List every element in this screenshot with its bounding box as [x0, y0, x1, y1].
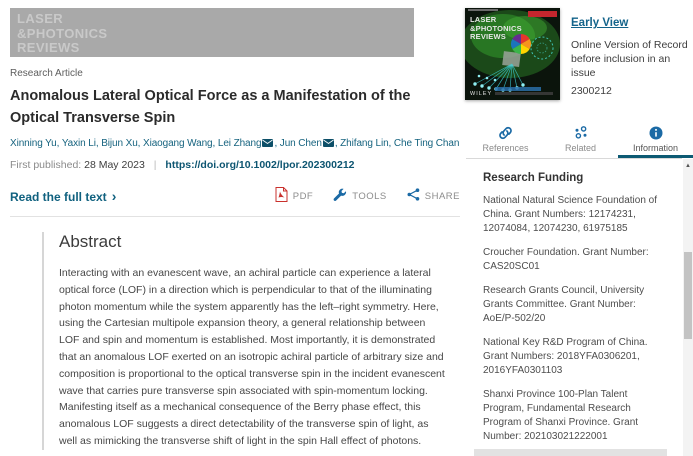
next-section-edge [474, 449, 667, 456]
share-button[interactable]: SHARE [407, 188, 460, 204]
journal-logo-line: &PHOTONICS [17, 25, 108, 41]
cover-journal-title: LASER &PHOTONICS REVIEWS [470, 15, 522, 41]
tools-label: TOOLS [352, 190, 387, 202]
abstract-heading: Abstract [59, 232, 122, 251]
article-sidebar: LASER &PHOTONICS REVIEWS WILEY Early Vie… [465, 0, 693, 456]
link-icon [468, 126, 543, 141]
author-names[interactable]: , Zhifang Lin, Che Ting Chan [334, 138, 460, 149]
first-published-label: First published: [10, 159, 82, 171]
article-number: 2300212 [571, 85, 612, 97]
read-full-text-label: Read the full text [10, 190, 107, 204]
pdf-button[interactable]: PDF [275, 187, 314, 205]
publication-date: 28 May 2023 [84, 159, 145, 171]
scrollbar-thumb[interactable] [684, 252, 692, 339]
publication-line: First published: 28 May 2023 | https://d… [10, 159, 462, 171]
early-view-block: Early View Online Version of Record befo… [571, 13, 693, 97]
scroll-up-icon[interactable]: ▲ [685, 163, 691, 169]
doi-link[interactable]: https://doi.org/10.1002/lpor.202300212 [165, 159, 355, 171]
share-icon [407, 188, 420, 204]
funding-item: Croucher Foundation. Grant Number: CAS20… [483, 247, 649, 272]
article-type-label: Research Article [10, 68, 83, 79]
email-icon[interactable] [262, 139, 274, 150]
related-icon [543, 126, 618, 141]
early-view-description: Online Version of Record before inclusio… [571, 39, 688, 79]
cover-color-wheel [511, 34, 531, 54]
separator: | [153, 159, 157, 171]
journal-cover-thumbnail[interactable]: LASER &PHOTONICS REVIEWS WILEY [465, 8, 560, 100]
info-icon [618, 126, 693, 141]
abstract-section: Abstract Interacting with an evanescent … [42, 232, 445, 450]
author-names[interactable]: , Jun Chen [274, 138, 322, 149]
funding-item: National Natural Science Foundation of C… [483, 195, 657, 234]
early-view-link[interactable]: Early View [571, 17, 629, 29]
panel-scrollbar[interactable]: ▲ [683, 159, 693, 456]
tab-related[interactable]: Related [543, 125, 618, 158]
research-funding-heading: Research Funding [483, 172, 584, 184]
journal-logo-line: LASER [17, 11, 64, 26]
author-names[interactable]: Xinning Yu, Yaxin Li, Bijun Xu, Xiaogang… [10, 138, 262, 149]
tab-references[interactable]: References [468, 125, 543, 158]
author-list: Xinning Yu, Yaxin Li, Bijun Xu, Xiaogang… [10, 138, 462, 150]
email-icon[interactable] [322, 139, 334, 150]
tab-information[interactable]: Information [618, 125, 693, 158]
funding-item: Research Grants Council, University Gran… [483, 285, 645, 324]
tab-label: Information [632, 143, 679, 153]
read-full-text-link[interactable]: Read the full text › [10, 188, 116, 204]
pdf-label: PDF [292, 190, 314, 202]
information-panel: Research Funding National Natural Scienc… [466, 158, 682, 456]
page-title: Anomalous Lateral Optical Force as a Man… [10, 88, 411, 126]
tab-label: Related [564, 143, 597, 153]
cover-publisher-label: WILEY [470, 91, 493, 97]
tab-label: References [482, 143, 529, 153]
tools-button[interactable]: TOOLS [333, 188, 387, 205]
wrench-icon [333, 188, 347, 205]
journal-cover-art [465, 8, 560, 100]
abstract-text: Interacting with an evanescent wave, an … [59, 267, 445, 447]
funding-item: National Key R&D Program of China. Grant… [483, 337, 648, 376]
journal-logo-line: REVIEWS [17, 40, 80, 55]
article-main-column: LASER &PHOTONICS REVIEWS Research Articl… [10, 8, 462, 450]
share-label: SHARE [424, 190, 460, 202]
action-bar: Read the full text › PDF TOOLS SHARE [10, 187, 460, 205]
pdf-icon [275, 187, 288, 205]
sidebar-tabs: References Related Information [468, 125, 693, 158]
article-toolbar: PDF TOOLS SHARE [275, 187, 460, 205]
funding-item: Shanxi Province 100-Plan Talent Program,… [483, 389, 639, 442]
section-divider [10, 216, 460, 217]
chevron-right-icon: › [111, 188, 117, 204]
journal-logo: LASER &PHOTONICS REVIEWS [10, 8, 414, 57]
